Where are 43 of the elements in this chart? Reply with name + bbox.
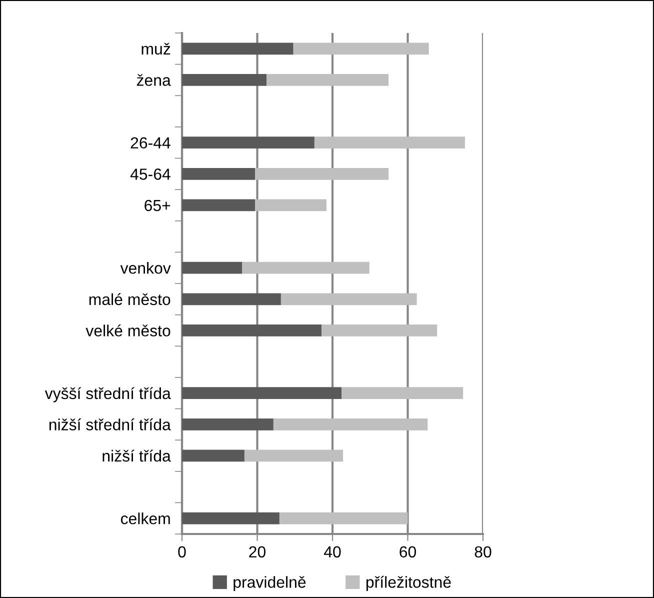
y-tick-label: nižší třída [102,450,171,462]
bar [182,387,342,400]
bar [280,293,417,306]
bar [342,387,464,400]
bar [182,324,322,336]
y-tick-label: 65+ [144,200,170,212]
x-tick-label: 20 [249,546,266,558]
x-tick-label: 0 [178,546,186,558]
bar [322,324,438,336]
y-tick-label: velké město [86,324,170,336]
bar [293,42,429,55]
bar [254,199,326,212]
bar [182,74,267,86]
y-tick-label: malé město [89,293,170,306]
bar [314,136,465,149]
x-tick-label: 60 [400,546,416,558]
bar [266,74,389,86]
y-tick-label: vyšší střední třída [44,387,171,402]
bar [254,168,389,180]
y-tick-label: celkem [120,512,170,524]
bar [182,168,255,180]
bar [182,293,281,306]
y-tick-label: žena [136,74,171,86]
bar [279,512,408,524]
bar [242,262,370,274]
bar [273,418,428,430]
bar [182,450,244,462]
bar [182,418,274,430]
y-tick-label: venkov [120,262,171,274]
bar [182,262,242,274]
legend-label: pravidelně [234,576,306,592]
y-tick-label: 26-44 [130,137,170,149]
bar [182,199,255,212]
bar [244,450,344,462]
y-tick-label: 45-64 [130,168,170,180]
y-tick-label: muž [142,42,170,55]
bar [182,136,314,149]
y-tick-label: nižší střední třída [49,418,171,430]
bar [182,512,280,524]
bar [182,42,294,55]
x-tick-label: 80 [474,546,492,558]
legend-label: příležitostně [366,576,451,592]
x-tick-label: 40 [324,546,341,558]
